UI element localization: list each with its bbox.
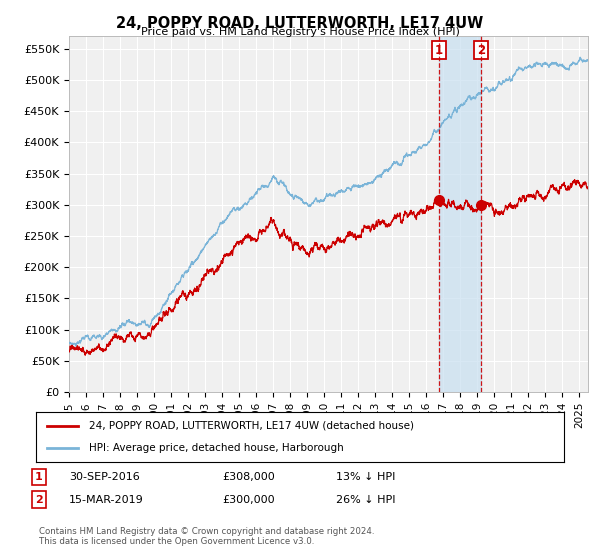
Text: 24, POPPY ROAD, LUTTERWORTH, LE17 4UW: 24, POPPY ROAD, LUTTERWORTH, LE17 4UW xyxy=(116,16,484,31)
Text: 24, POPPY ROAD, LUTTERWORTH, LE17 4UW (detached house): 24, POPPY ROAD, LUTTERWORTH, LE17 4UW (d… xyxy=(89,421,414,431)
Text: £300,000: £300,000 xyxy=(222,494,275,505)
Text: 26% ↓ HPI: 26% ↓ HPI xyxy=(336,494,395,505)
Text: 1: 1 xyxy=(435,44,443,57)
Text: 2: 2 xyxy=(477,44,485,57)
Text: 2: 2 xyxy=(35,494,43,505)
Text: 1: 1 xyxy=(35,472,43,482)
Text: £308,000: £308,000 xyxy=(222,472,275,482)
Bar xyxy=(439,36,481,392)
Text: 15-MAR-2019: 15-MAR-2019 xyxy=(69,494,144,505)
Text: 30-SEP-2016: 30-SEP-2016 xyxy=(69,472,140,482)
Text: HPI: Average price, detached house, Harborough: HPI: Average price, detached house, Harb… xyxy=(89,443,344,453)
Text: Price paid vs. HM Land Registry's House Price Index (HPI): Price paid vs. HM Land Registry's House … xyxy=(140,27,460,37)
Text: Contains HM Land Registry data © Crown copyright and database right 2024.
This d: Contains HM Land Registry data © Crown c… xyxy=(39,526,374,546)
Text: 13% ↓ HPI: 13% ↓ HPI xyxy=(336,472,395,482)
